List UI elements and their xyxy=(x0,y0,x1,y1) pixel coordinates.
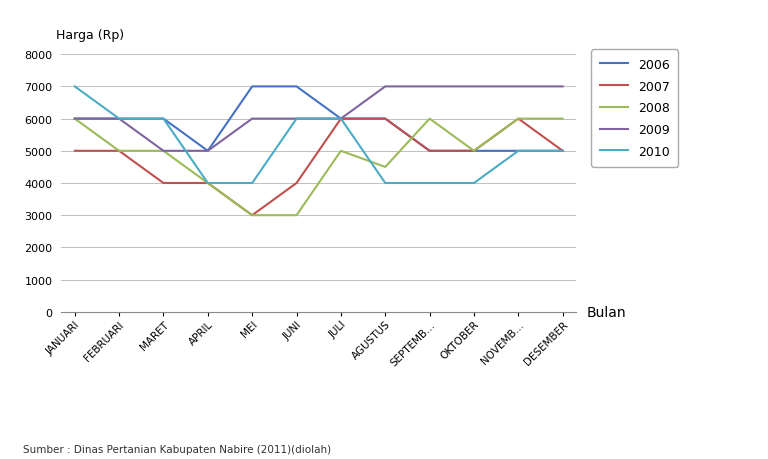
Line: 2006: 2006 xyxy=(74,87,563,151)
2010 xyxy=(70,84,79,90)
2007 xyxy=(114,149,124,154)
2008 xyxy=(381,165,390,170)
2008 xyxy=(292,213,301,218)
2007 xyxy=(514,117,523,122)
2008 xyxy=(247,213,257,218)
2006 xyxy=(292,84,301,90)
2008 xyxy=(159,149,168,154)
2009 xyxy=(247,117,257,122)
2006 xyxy=(558,149,568,154)
2008 xyxy=(114,149,124,154)
Line: 2007: 2007 xyxy=(74,119,563,216)
2007 xyxy=(558,149,568,154)
2008 xyxy=(336,149,346,154)
2007 xyxy=(381,117,390,122)
2009 xyxy=(70,117,79,122)
2008 xyxy=(469,149,478,154)
2008 xyxy=(514,117,523,122)
2008 xyxy=(204,181,213,186)
2006 xyxy=(425,149,434,154)
2010 xyxy=(514,149,523,154)
2006 xyxy=(70,117,79,122)
2006 xyxy=(469,149,478,154)
2008 xyxy=(558,117,568,122)
2006 xyxy=(114,117,124,122)
2010 xyxy=(336,117,346,122)
2009 xyxy=(204,149,213,154)
2010 xyxy=(469,181,478,186)
Line: 2009: 2009 xyxy=(74,87,563,151)
2007 xyxy=(70,149,79,154)
2010 xyxy=(292,117,301,122)
2010 xyxy=(114,117,124,122)
Line: 2008: 2008 xyxy=(74,119,563,216)
2009 xyxy=(292,117,301,122)
2007 xyxy=(336,117,346,122)
2009 xyxy=(425,84,434,90)
Text: Sumber : Dinas Pertanian Kabupaten Nabire (2011)(diolah): Sumber : Dinas Pertanian Kabupaten Nabir… xyxy=(23,444,331,454)
2010 xyxy=(558,149,568,154)
2007 xyxy=(292,181,301,186)
2007 xyxy=(159,181,168,186)
2009 xyxy=(514,84,523,90)
2010 xyxy=(204,181,213,186)
2007 xyxy=(204,181,213,186)
2009 xyxy=(469,84,478,90)
2009 xyxy=(159,149,168,154)
2007 xyxy=(469,149,478,154)
2009 xyxy=(114,117,124,122)
2007 xyxy=(425,149,434,154)
Text: Harga (Rp): Harga (Rp) xyxy=(56,29,124,42)
Text: Bulan: Bulan xyxy=(586,305,626,319)
2007 xyxy=(247,213,257,218)
2006 xyxy=(514,149,523,154)
2009 xyxy=(381,84,390,90)
2009 xyxy=(558,84,568,90)
Legend: 2006, 2007, 2008, 2009, 2010: 2006, 2007, 2008, 2009, 2010 xyxy=(591,50,678,167)
2006 xyxy=(336,117,346,122)
2006 xyxy=(247,84,257,90)
2006 xyxy=(204,149,213,154)
2006 xyxy=(159,117,168,122)
2010 xyxy=(159,117,168,122)
2008 xyxy=(425,117,434,122)
Line: 2010: 2010 xyxy=(74,87,563,184)
2010 xyxy=(425,181,434,186)
2010 xyxy=(381,181,390,186)
2009 xyxy=(336,117,346,122)
2006 xyxy=(381,117,390,122)
2008 xyxy=(70,117,79,122)
2010 xyxy=(247,181,257,186)
